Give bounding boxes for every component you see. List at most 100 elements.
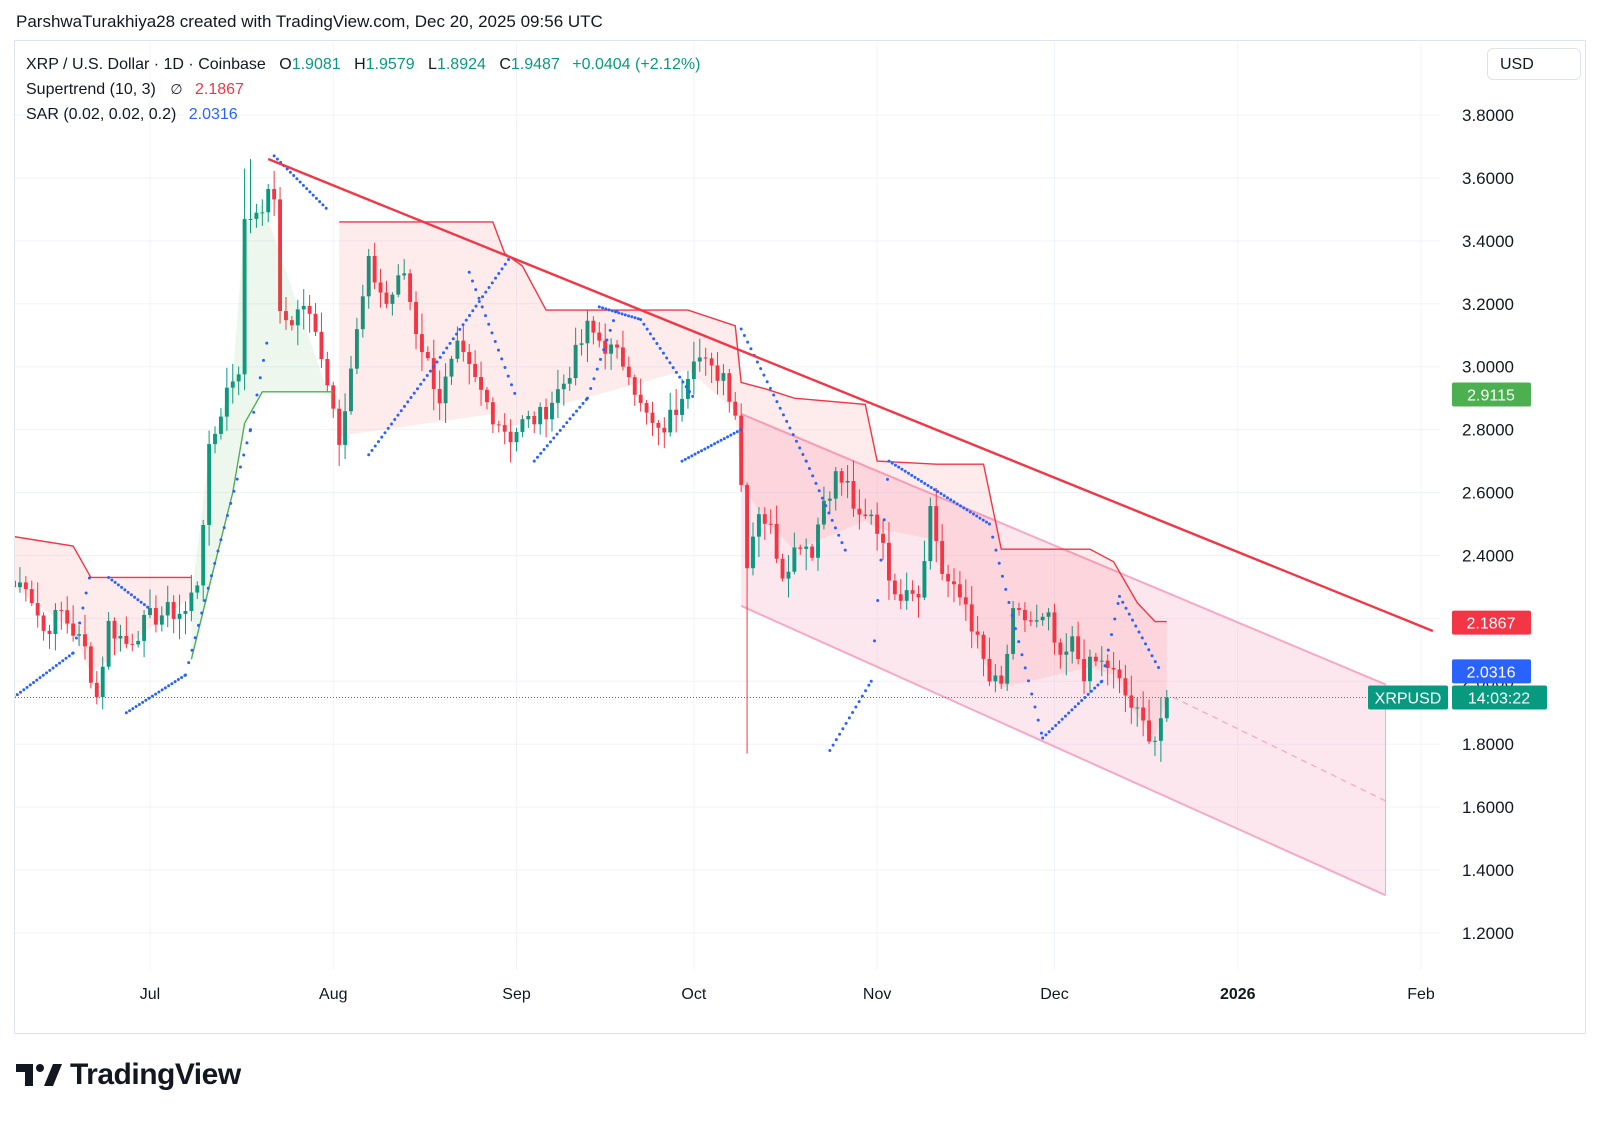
candle xyxy=(419,313,424,372)
y-tick-label: 3.4000 xyxy=(1462,232,1514,251)
sar-label[interactable]: SAR (0.02, 0.02, 0.2) xyxy=(26,106,177,123)
sar-dot xyxy=(200,611,204,615)
candle xyxy=(697,338,702,372)
supertrend-label[interactable]: Supertrend (10, 3) xyxy=(26,81,156,98)
candle-body xyxy=(1034,620,1039,622)
sar-dot xyxy=(847,716,851,720)
candle-body xyxy=(1123,678,1128,696)
candle xyxy=(47,624,52,649)
candle-body xyxy=(490,402,495,425)
candle xyxy=(319,312,324,368)
sar-dot xyxy=(788,426,792,430)
sar-dot xyxy=(1060,717,1064,721)
candle xyxy=(396,264,401,298)
sar-dot xyxy=(32,681,36,685)
sar-dot xyxy=(997,561,1001,565)
chart-legend: XRP / U.S. Dollar · 1D · Coinbase O1.908… xyxy=(26,52,700,127)
candle-body xyxy=(254,212,259,219)
sar-dot xyxy=(987,522,991,526)
candle-body xyxy=(165,602,170,616)
sar-dot xyxy=(1106,648,1110,652)
candle-body xyxy=(591,320,596,333)
candle-body xyxy=(857,508,862,515)
sar-dot xyxy=(732,431,736,435)
chart-frame xyxy=(14,40,1586,1034)
candle xyxy=(668,392,673,437)
sar-dot xyxy=(605,338,609,342)
tradingview-brand[interactable]: TradingView xyxy=(16,1058,241,1092)
sar-dot xyxy=(837,533,841,537)
candle-body xyxy=(585,320,590,344)
candle xyxy=(354,317,359,375)
candle xyxy=(159,606,164,632)
candle-body xyxy=(378,282,383,293)
candle-body xyxy=(467,352,472,364)
candle xyxy=(845,465,850,499)
candle-body xyxy=(727,373,732,402)
sar-dot xyxy=(882,518,886,522)
sar-dot xyxy=(173,680,177,684)
candle xyxy=(585,309,590,363)
sar-dot xyxy=(1013,627,1017,631)
currency-button[interactable]: USD xyxy=(1487,48,1581,80)
sar-dot xyxy=(1076,702,1080,706)
sar-dot xyxy=(1093,686,1097,690)
sar-dot xyxy=(693,452,697,456)
candles xyxy=(15,159,1169,762)
candle-body xyxy=(177,613,182,619)
candle xyxy=(278,186,283,324)
legend-sar-row[interactable]: SAR (0.02, 0.02, 0.2) 2.0316 xyxy=(26,102,700,127)
sar-dot xyxy=(633,316,637,320)
candle-body xyxy=(940,541,945,574)
sar-dot xyxy=(658,346,662,350)
sar-dot xyxy=(396,413,400,417)
sar-dot xyxy=(598,357,602,361)
candle xyxy=(1064,633,1069,676)
sar-dot xyxy=(41,673,45,677)
candle xyxy=(1046,608,1051,631)
x-tick-label: 2026 xyxy=(1220,986,1256,1003)
candle-body xyxy=(1099,660,1104,662)
sar-dot xyxy=(134,705,138,709)
sar-dot xyxy=(1083,695,1087,699)
x-tick-label: Nov xyxy=(863,986,891,1003)
sar-dot xyxy=(252,410,256,414)
candle xyxy=(130,633,135,652)
sar-dot xyxy=(879,558,883,562)
sar-dot xyxy=(74,636,78,640)
sar-dot xyxy=(445,346,449,350)
symbol-title[interactable]: XRP / U.S. Dollar · 1D · Coinbase xyxy=(26,56,266,73)
candle xyxy=(508,419,513,463)
candle xyxy=(946,564,951,598)
candle-body xyxy=(934,506,939,542)
candle-body xyxy=(999,675,1004,684)
candle xyxy=(177,594,182,640)
sar-dot xyxy=(831,743,835,747)
sar-dot xyxy=(242,453,246,457)
sar-dot xyxy=(739,327,743,331)
sar-dot xyxy=(513,391,517,395)
sar-dot xyxy=(419,382,423,386)
legend-supertrend-row[interactable]: Supertrend (10, 3) ∅ 2.1867 xyxy=(26,77,700,102)
sar-dot xyxy=(1041,736,1045,740)
y-tick-label: 2.4000 xyxy=(1462,546,1514,565)
sar-dot xyxy=(1036,718,1040,722)
candle-body xyxy=(898,594,903,601)
sar-dot xyxy=(1000,574,1004,578)
candle-body xyxy=(922,561,927,598)
sar-dot xyxy=(614,310,618,314)
candle xyxy=(591,316,596,345)
candle-body xyxy=(916,593,921,598)
sar-dot xyxy=(962,506,966,510)
candle-body xyxy=(680,398,684,415)
legend-symbol-row[interactable]: XRP / U.S. Dollar · 1D · Coinbase O1.908… xyxy=(26,52,700,77)
sar-dot xyxy=(248,428,252,432)
close-label: C xyxy=(499,56,511,73)
sar-dot xyxy=(429,369,433,373)
sar-dot xyxy=(412,391,416,395)
sar-dot xyxy=(844,721,848,725)
candle xyxy=(148,589,152,619)
sar-dot xyxy=(1157,666,1161,670)
sar-dot xyxy=(1067,711,1071,715)
